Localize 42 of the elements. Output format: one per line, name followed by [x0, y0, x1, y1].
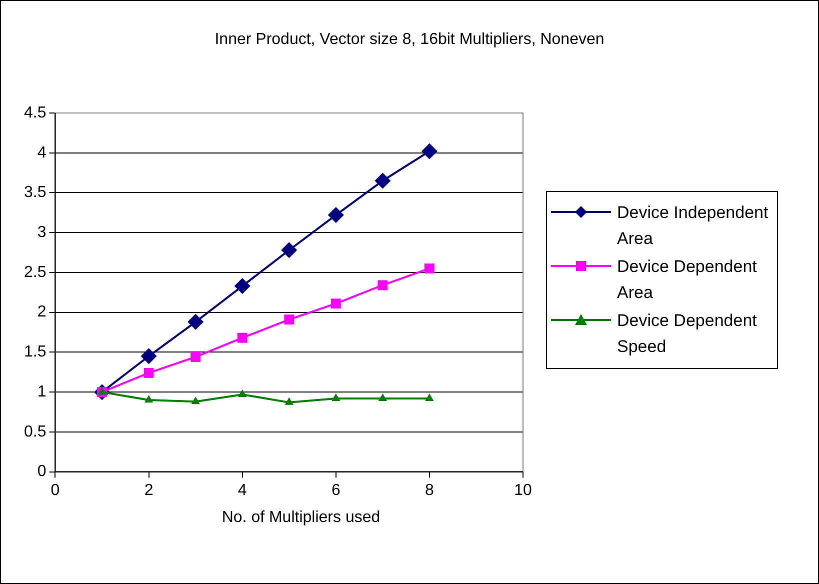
point [237, 332, 248, 343]
y-tick-label: 1 [37, 383, 46, 400]
y-tick-label: 2 [37, 304, 46, 321]
point [378, 280, 388, 290]
y-tick-label: 0.5 [24, 423, 46, 440]
point [284, 314, 294, 324]
point [332, 393, 340, 401]
x-tick-label: 2 [144, 482, 154, 499]
y-tick-label: 4 [37, 144, 46, 162]
point [328, 207, 344, 224]
legend-label: Device Dependent Speed [617, 310, 758, 358]
legend-label: Device Independent Area [617, 202, 770, 250]
point [281, 242, 298, 258]
point [425, 393, 434, 401]
point [191, 396, 200, 404]
point [144, 368, 154, 378]
point [238, 389, 247, 397]
point [190, 352, 201, 362]
legend-label: Device Dependent Area [617, 256, 758, 304]
point [421, 143, 438, 160]
y-tick-label: 4.5 [24, 104, 46, 122]
y-tick-label: 1.5 [24, 344, 46, 361]
x-axis-title: No. of Multipliers used [220, 509, 382, 527]
point [424, 264, 434, 274]
point [188, 314, 204, 330]
y-tick-label: 3.5 [24, 184, 46, 202]
chart-title: Inner Product, Vector size 8, 16bit Multipliers, Noneven [214, 31, 606, 49]
y-tick-label: 3 [37, 224, 46, 242]
point [330, 298, 341, 309]
point [378, 393, 388, 401]
x-tick-label: 6 [331, 482, 340, 499]
point [234, 278, 250, 294]
x-tick-label: 10 [514, 482, 532, 499]
x-tick-label: 8 [424, 482, 434, 499]
point [284, 397, 294, 405]
point [374, 172, 391, 189]
y-tick-label: 0 [37, 463, 46, 480]
point [140, 348, 157, 364]
y-tick-label: 2.5 [24, 264, 46, 281]
x-tick-label: 0 [50, 482, 60, 499]
point [144, 395, 154, 403]
x-tick-label: 4 [238, 482, 247, 499]
